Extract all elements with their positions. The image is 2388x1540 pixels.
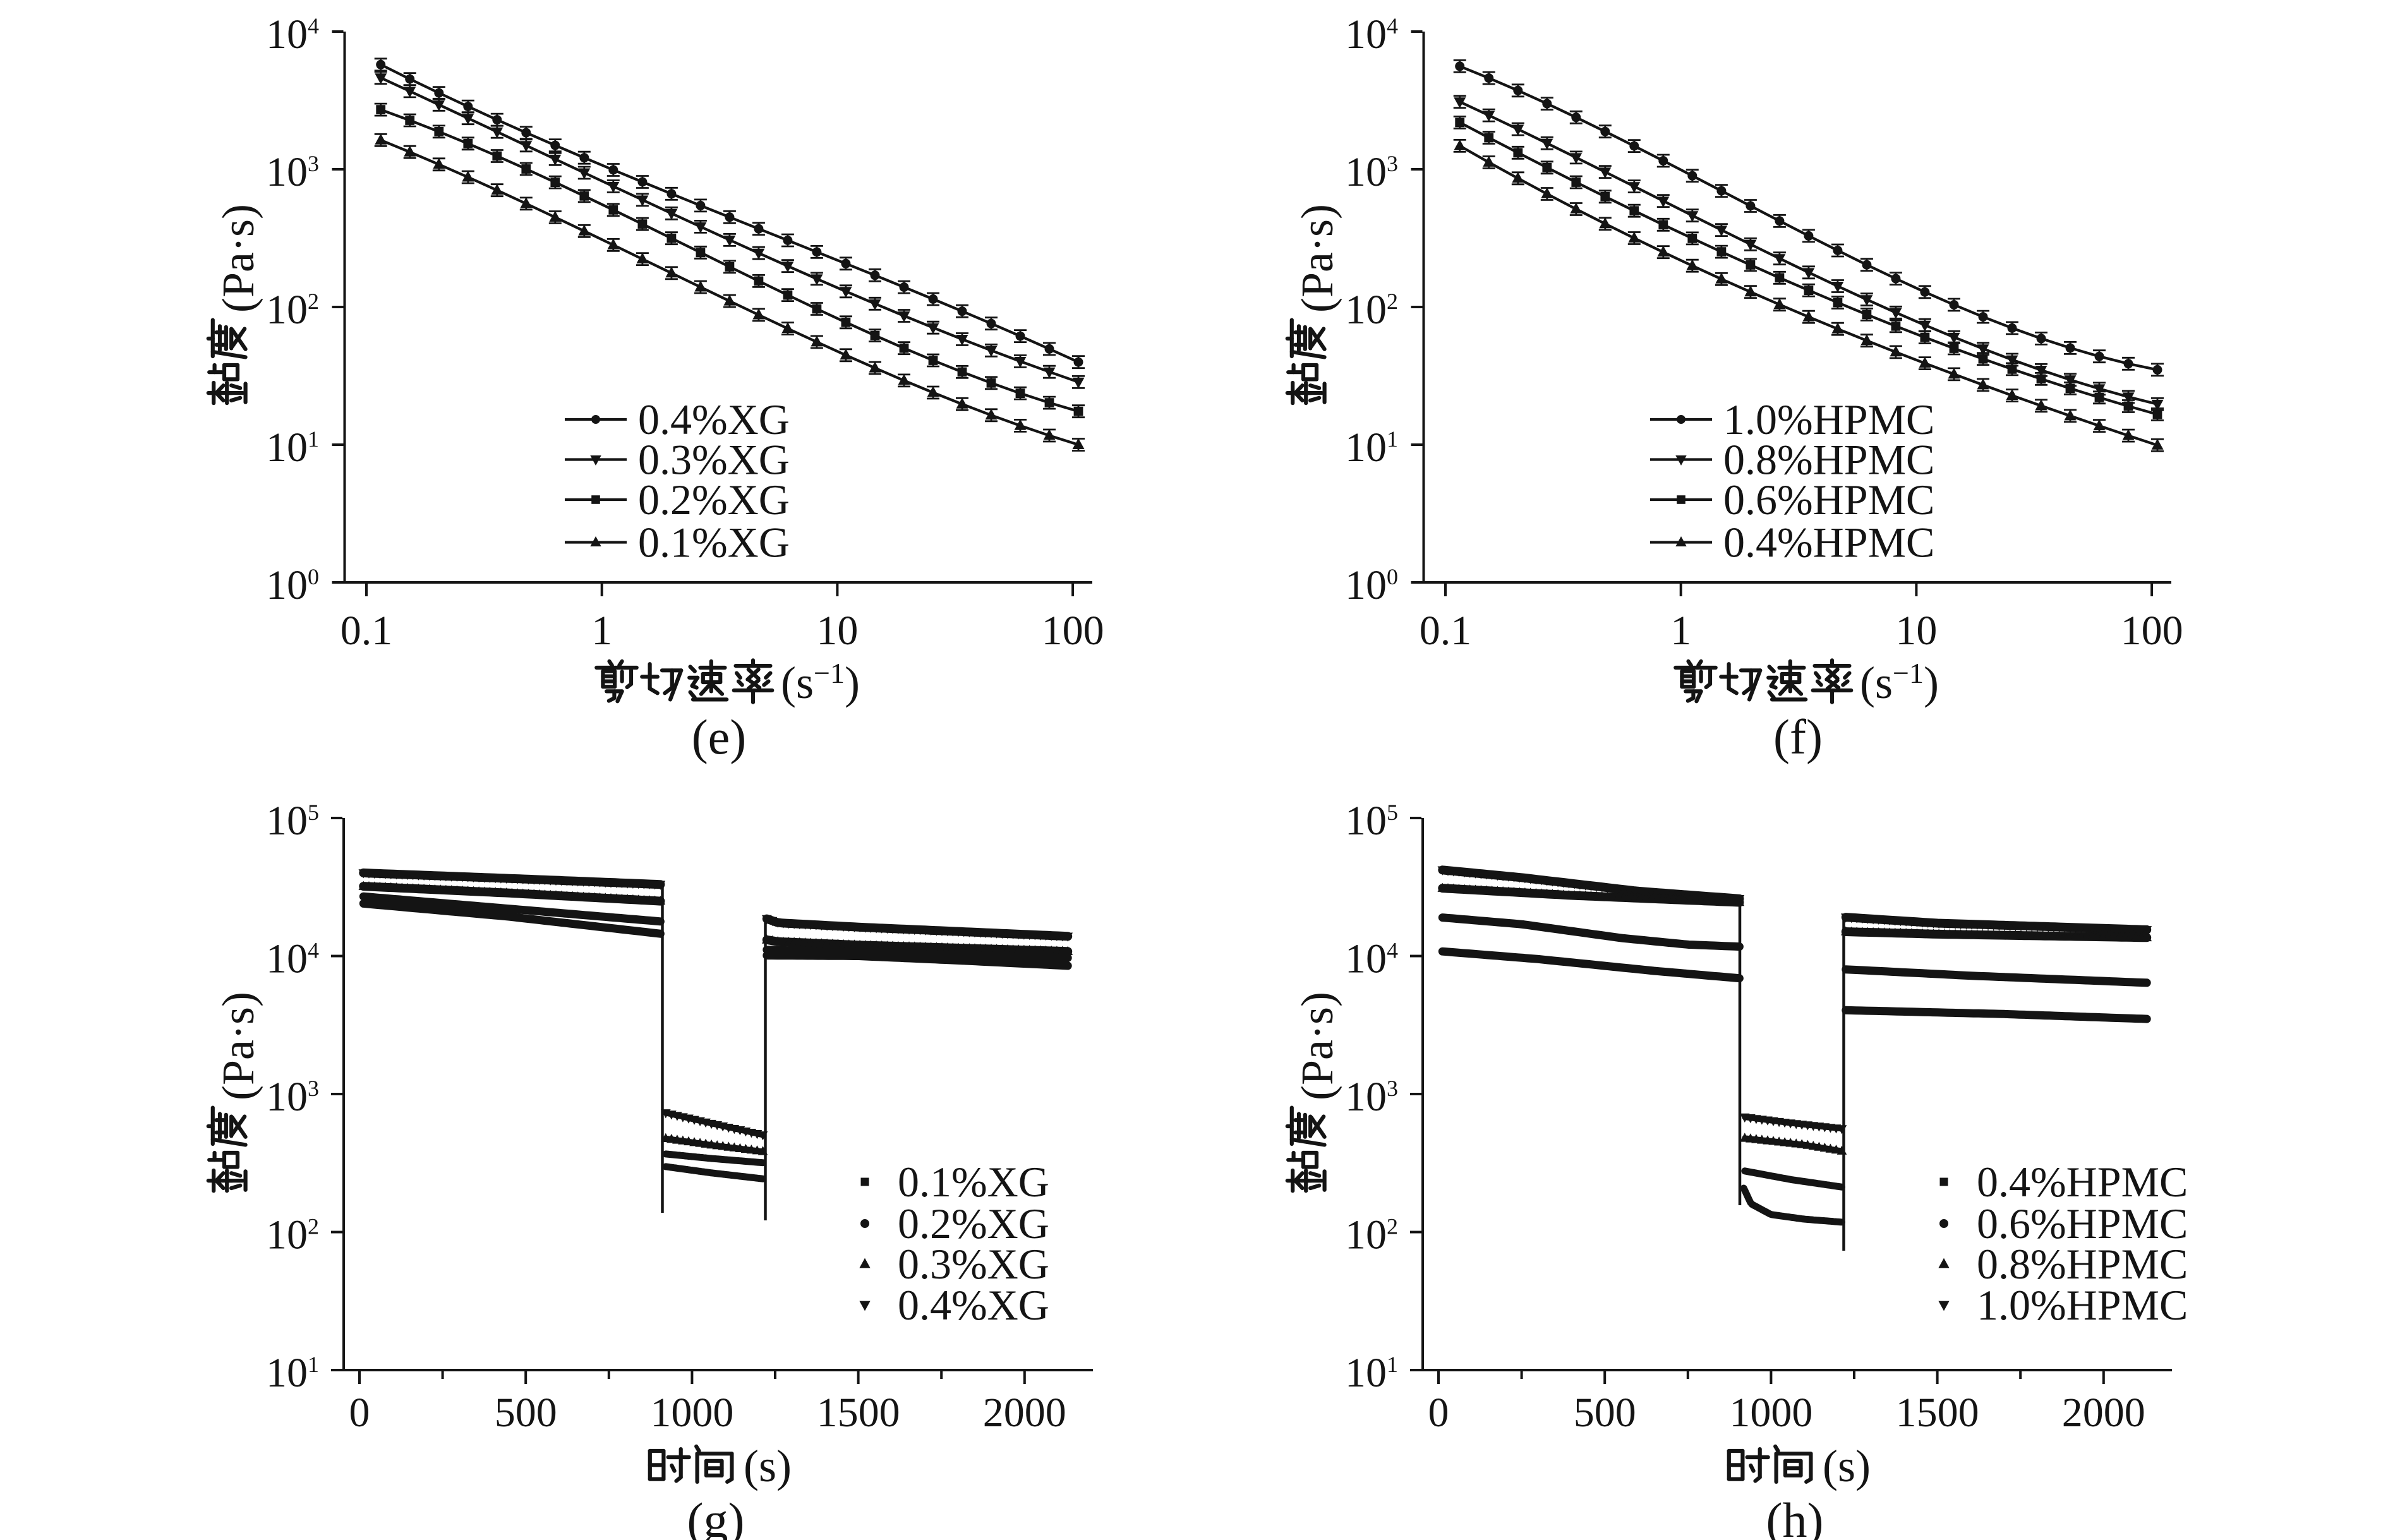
svg-text:1500: 1500	[817, 1390, 900, 1436]
svg-text:0: 0	[1428, 1390, 1449, 1436]
svg-text:0.6%HPMC: 0.6%HPMC	[1723, 476, 1934, 524]
svg-text:(Pa·s): (Pa·s)	[1292, 992, 1342, 1100]
svg-text:0.1: 0.1	[341, 608, 393, 654]
svg-text:104: 104	[1345, 936, 1398, 982]
svg-text:1: 1	[1670, 608, 1691, 654]
svg-text:1500: 1500	[1896, 1390, 1979, 1436]
svg-text:1.0%HPMC: 1.0%HPMC	[1723, 395, 1934, 443]
svg-text:(Pa·s): (Pa·s)	[213, 992, 263, 1100]
svg-text:0: 0	[349, 1390, 370, 1436]
svg-text:0.4%HPMC: 0.4%HPMC	[1723, 519, 1934, 567]
svg-text:2000: 2000	[983, 1390, 1066, 1436]
svg-text:0.1%XG: 0.1%XG	[638, 519, 790, 567]
svg-text:1000: 1000	[650, 1390, 733, 1436]
svg-text:103: 103	[266, 149, 319, 195]
svg-text:(Pa·s): (Pa·s)	[1292, 204, 1342, 313]
svg-text:100: 100	[2121, 608, 2183, 654]
svg-text:0.4%XG: 0.4%XG	[898, 1281, 1049, 1329]
svg-text:(s): (s)	[744, 1441, 792, 1491]
svg-text:0.2%XG: 0.2%XG	[638, 476, 790, 524]
svg-text:1000: 1000	[1729, 1390, 1812, 1436]
svg-text:0.8%HPMC: 0.8%HPMC	[1977, 1240, 2188, 1288]
svg-text:0.4%HPMC: 0.4%HPMC	[1977, 1158, 2188, 1206]
svg-text:(Pa·s): (Pa·s)	[213, 204, 263, 313]
svg-text:500: 500	[495, 1390, 557, 1436]
svg-text:0.3%XG: 0.3%XG	[898, 1240, 1049, 1288]
svg-text:0.1: 0.1	[1420, 608, 1472, 654]
svg-text:100: 100	[1042, 608, 1104, 654]
svg-text:500: 500	[1574, 1390, 1636, 1436]
svg-text:0.2%XG: 0.2%XG	[898, 1200, 1049, 1248]
svg-text:101: 101	[1345, 1350, 1398, 1396]
svg-text:1: 1	[591, 608, 612, 654]
svg-text:(h): (h)	[1766, 1493, 1824, 1540]
svg-text:1.0%HPMC: 1.0%HPMC	[1977, 1281, 2188, 1329]
svg-text:0.3%XG: 0.3%XG	[638, 436, 790, 484]
svg-text:0.4%XG: 0.4%XG	[638, 395, 790, 443]
svg-text:2000: 2000	[2062, 1390, 2145, 1436]
svg-text:0.6%HPMC: 0.6%HPMC	[1977, 1200, 2188, 1248]
svg-text:(s−1): (s−1)	[1860, 657, 1939, 708]
svg-text:(s−1): (s−1)	[781, 657, 860, 708]
svg-text:10: 10	[816, 608, 858, 654]
svg-text:10: 10	[1895, 608, 1937, 654]
svg-text:(g): (g)	[687, 1493, 745, 1540]
svg-text:(e): (e)	[692, 709, 747, 764]
svg-text:0.8%HPMC: 0.8%HPMC	[1723, 436, 1934, 484]
svg-text:(s): (s)	[1823, 1441, 1871, 1491]
svg-text:0.1%XG: 0.1%XG	[898, 1158, 1049, 1206]
svg-text:102: 102	[1345, 287, 1398, 333]
svg-text:(f): (f)	[1773, 709, 1823, 764]
